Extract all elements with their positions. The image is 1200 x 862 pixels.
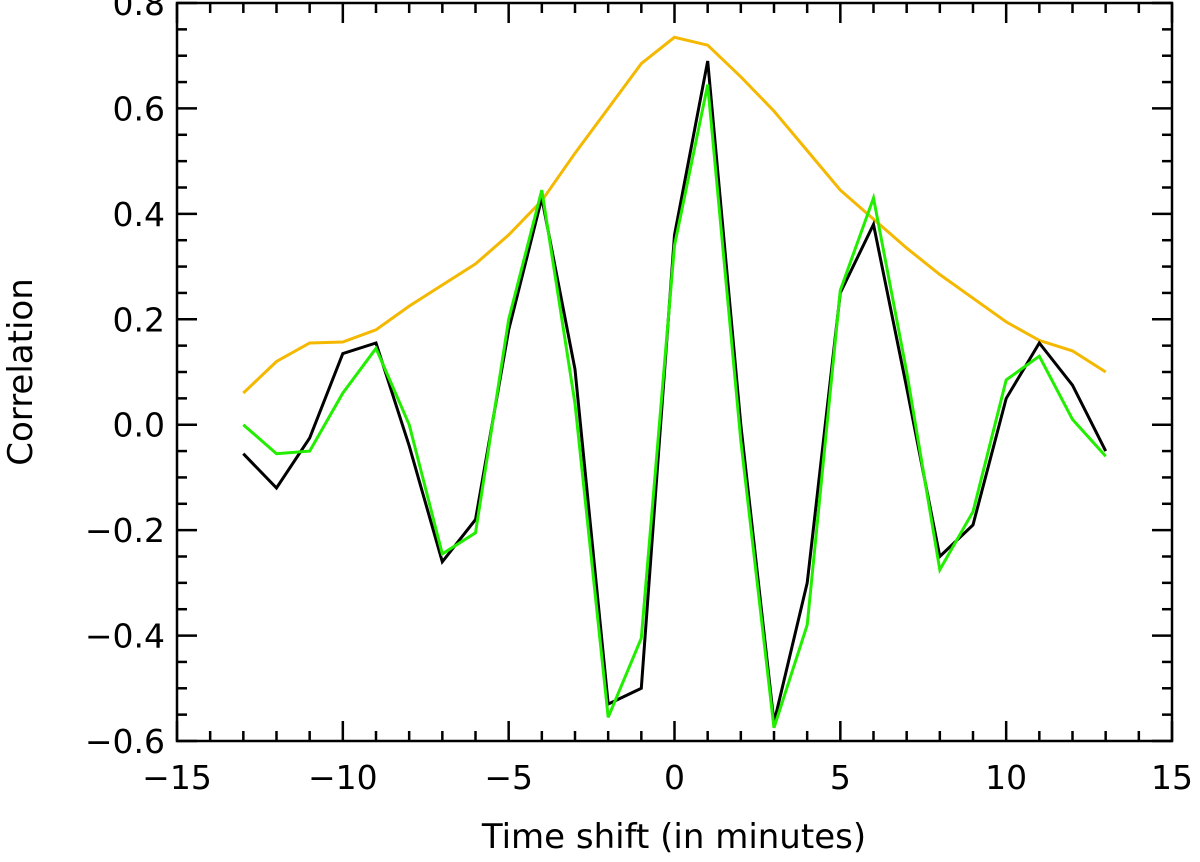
series-line-2: [242, 60, 1108, 723]
axis-ticks: [175, 1, 1174, 743]
series-line-1: [242, 35, 1107, 395]
x-tick-label: −5: [484, 758, 533, 797]
series-lines: [242, 35, 1108, 729]
y-tick-label: 0.6: [113, 89, 165, 128]
y-tick-label: 0.2: [113, 300, 165, 339]
x-axis-title: Time shift (in minutes): [481, 817, 866, 857]
x-tick-label: 0: [664, 758, 685, 797]
y-tick-label: 0.4: [113, 195, 165, 234]
y-tick-labels: −0.6 −0.4 −0.2 0.0 0.2 0.4 0.6 0.8: [85, 0, 165, 761]
x-tick-label: 5: [830, 758, 851, 797]
x-tick-label: 15: [1151, 758, 1193, 797]
x-tick-label: −10: [308, 758, 378, 797]
y-axis-title: Correlation: [1, 278, 41, 465]
x-tick-label: 10: [985, 758, 1027, 797]
y-tick-label: −0.2: [85, 511, 165, 550]
x-tick-label: −15: [142, 758, 212, 797]
x-tick-labels: −15 −10 −5 0 5 10 15: [142, 758, 1193, 797]
y-tick-label: −0.6: [85, 722, 165, 761]
y-tick-label: 0.0: [113, 406, 165, 445]
series-line-3: [242, 84, 1107, 729]
y-tick-label: −0.4: [85, 617, 165, 656]
y-tick-label: 0.8: [113, 0, 165, 23]
